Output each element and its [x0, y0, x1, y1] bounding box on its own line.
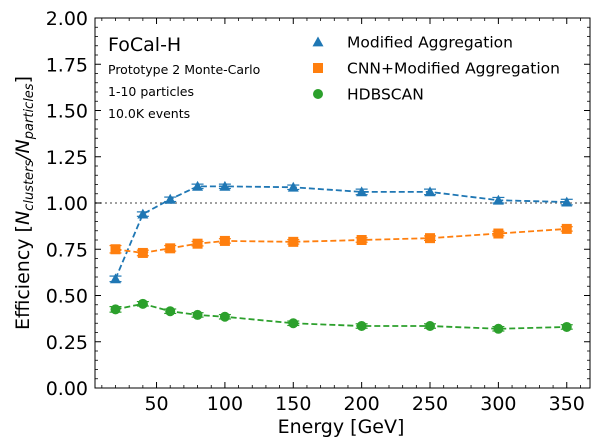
data-point: [219, 235, 230, 246]
data-point: [356, 186, 368, 197]
annotation-line-3: 10.0K events: [108, 106, 190, 121]
series-line: [115, 228, 567, 254]
y-label-sub2: particles: [22, 83, 37, 140]
y-tick-label: 2.00: [46, 8, 88, 30]
y-axis-label: Efficiency [Nclusters/Nparticles]: [12, 76, 37, 330]
legend-marker: [313, 63, 323, 73]
data-point: [110, 244, 121, 255]
data-point: [137, 298, 148, 309]
y-tick-label: 0.00: [46, 378, 88, 400]
data-point: [493, 228, 504, 239]
y-tick-label: 0.50: [46, 286, 88, 308]
data-point: [492, 194, 504, 205]
data-point: [192, 309, 203, 320]
y-label-suffix: ]: [12, 76, 34, 83]
y-label-n2: N: [12, 139, 34, 153]
legend-label: CNN+Modified Aggregation: [347, 60, 560, 78]
series-2: [109, 298, 573, 334]
ticks-layer: 0.00 0.25 0.50 0.75 1.00 1.25 1.50 1.75 2.00 50 10…: [46, 8, 590, 415]
x-axis-label: Energy [GeV]: [278, 416, 405, 438]
data-point: [287, 181, 299, 192]
y-label-sub1: clusters: [22, 160, 37, 211]
y-tick-label: 1.00: [46, 193, 88, 215]
y-tick-label: 1.25: [46, 147, 88, 169]
series-line: [115, 302, 567, 330]
x-tick-label: 150: [275, 393, 311, 415]
y-tick-label: 1.75: [46, 54, 88, 76]
data-point: [493, 323, 504, 334]
y-tick-label: 1.50: [46, 101, 88, 123]
series-1: [109, 223, 573, 258]
series-layer: [109, 180, 573, 334]
x-tick-label: 350: [549, 393, 585, 415]
y-label-slash: /: [12, 151, 34, 162]
data-point: [165, 243, 176, 254]
data-point: [356, 321, 367, 332]
y-tick-label: 0.25: [46, 332, 88, 354]
legend-label: Modified Aggregation: [347, 34, 513, 52]
data-point: [561, 321, 572, 332]
data-point: [425, 233, 436, 244]
y-label-prefix: Efficiency [: [12, 225, 34, 330]
series-0: [109, 180, 573, 284]
legend: Modified Aggregation CNN+Modified Aggrega…: [312, 34, 560, 104]
data-point: [165, 306, 176, 317]
data-point: [192, 180, 204, 191]
data-point: [219, 180, 231, 191]
data-point: [137, 247, 148, 258]
annotation-line-1: Prototype 2 Monte-Carlo: [108, 62, 260, 77]
x-tick-label: 200: [344, 393, 380, 415]
annotation-title: FoCal-H: [108, 34, 181, 56]
data-point: [561, 223, 572, 234]
legend-label: HDBSCAN: [347, 86, 424, 104]
data-point: [192, 238, 203, 249]
data-point: [425, 321, 436, 332]
data-point: [288, 318, 299, 329]
data-point: [561, 196, 573, 207]
data-point: [288, 236, 299, 247]
series-line: [114, 185, 567, 280]
data-point: [219, 311, 230, 322]
legend-marker: [312, 36, 324, 47]
x-tick-label: 50: [144, 393, 168, 415]
x-tick-label: 300: [480, 393, 516, 415]
data-point: [424, 186, 436, 197]
data-point: [110, 304, 121, 315]
annotation-line-2: 1-10 particles: [108, 84, 194, 99]
legend-marker: [313, 89, 323, 99]
y-label-n1: N: [12, 211, 34, 225]
y-tick-label: 0.75: [46, 239, 88, 261]
data-point: [164, 193, 176, 204]
x-tick-label: 250: [412, 393, 448, 415]
x-tick-label: 100: [207, 393, 243, 415]
data-point: [356, 235, 367, 245]
data-point: [110, 273, 122, 284]
data-point: [137, 208, 149, 219]
